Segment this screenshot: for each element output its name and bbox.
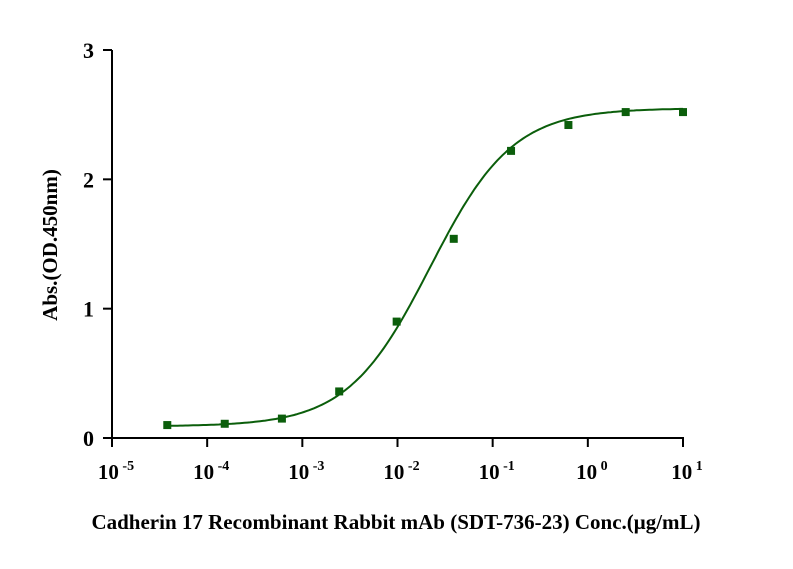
data-point <box>507 146 516 155</box>
y-axis-label: Abs.(OD.450nm) <box>38 169 62 321</box>
data-point <box>220 419 229 428</box>
data-point <box>335 387 344 396</box>
data-marks <box>163 107 687 430</box>
tick-exponent: -1 <box>500 459 515 474</box>
tick-exponent: -2 <box>404 459 419 474</box>
y-tick-label: 3 <box>83 38 94 63</box>
tick-base: 10 <box>576 460 597 484</box>
x-tick-label: 10 -4 <box>193 459 229 484</box>
y-tick-label: 0 <box>83 426 94 451</box>
x-tick-label: 10 -5 <box>98 459 134 484</box>
tick-exponent: 0 <box>597 459 608 474</box>
data-point <box>163 421 172 430</box>
tick-exponent: -5 <box>119 459 134 474</box>
tick-base: 10 <box>479 460 500 484</box>
tick-exponent: -3 <box>309 459 324 474</box>
tick-exponent: 1 <box>692 459 703 474</box>
tick-base: 10 <box>288 460 309 484</box>
x-tick-label: 10 -1 <box>479 459 515 484</box>
data-point <box>277 414 286 423</box>
data-point <box>449 234 458 243</box>
data-point <box>392 317 401 326</box>
tick-exponent: -4 <box>214 459 229 474</box>
y-tick-label: 1 <box>83 297 94 322</box>
tick-base: 10 <box>98 460 119 484</box>
fit-curve <box>167 107 683 427</box>
x-tick-label: 10 -3 <box>288 459 324 484</box>
x-tick-label: 10 0 <box>576 459 608 484</box>
data-point <box>564 121 573 130</box>
x-axis-label: Cadherin 17 Recombinant Rabbit mAb (SDT-… <box>91 510 700 534</box>
tick-base: 10 <box>671 460 692 484</box>
y-tick-label: 2 <box>83 167 94 192</box>
x-tick-label: 10 -2 <box>383 459 419 484</box>
data-point <box>621 108 630 117</box>
tick-base: 10 <box>383 460 404 484</box>
x-tick-label: 10 1 <box>671 459 703 484</box>
tick-base: 10 <box>193 460 214 484</box>
data-point <box>679 108 687 117</box>
